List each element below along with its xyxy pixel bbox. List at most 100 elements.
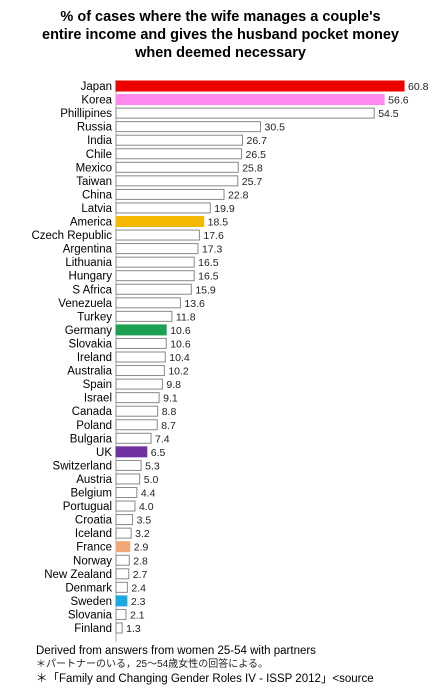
category-label: Poland (76, 420, 112, 432)
bar (115, 270, 195, 282)
bar (115, 608, 127, 620)
value-label: 19.9 (214, 203, 235, 215)
bar (115, 175, 239, 187)
value-label: 10.6 (170, 325, 191, 337)
value-label: 8.7 (161, 420, 176, 432)
category-label: France (76, 542, 112, 554)
title-line: entire income and gives the husband pock… (42, 27, 399, 43)
category-label: Bulgaria (70, 433, 113, 445)
bar (115, 568, 130, 580)
bar (115, 527, 132, 539)
bar (115, 446, 148, 458)
bar (115, 378, 163, 390)
title-line: when deemed necessary (135, 45, 306, 61)
value-label: 10.2 (168, 366, 189, 378)
value-label: 2.3 (131, 596, 146, 608)
category-label: New Zealand (44, 569, 112, 581)
value-label: 18.5 (208, 217, 229, 229)
value-label: 13.6 (184, 298, 205, 310)
value-label: 8.8 (162, 406, 177, 418)
value-label: 4.0 (139, 501, 154, 513)
value-label: 16.5 (198, 271, 219, 283)
category-label: Mexico (76, 162, 112, 174)
value-label: 25.8 (242, 162, 263, 174)
value-label: 1.3 (126, 623, 141, 635)
bar (115, 432, 152, 444)
category-label: Australia (67, 366, 112, 378)
value-label: 3.5 (137, 515, 152, 527)
category-label: Hungary (69, 271, 113, 283)
value-label: 2.8 (133, 555, 148, 567)
bar (115, 121, 261, 133)
category-label: Sweden (70, 596, 112, 608)
bar (115, 554, 130, 566)
bar (115, 500, 136, 512)
bar (115, 324, 167, 336)
value-label: 7.4 (155, 433, 170, 445)
bar (115, 229, 200, 241)
bar (115, 107, 375, 119)
value-label: 6.5 (151, 447, 166, 459)
chart-title: % of cases where the wife manages a coup… (0, 8, 441, 62)
value-label: 2.7 (133, 569, 148, 581)
bar (115, 188, 225, 200)
bar (115, 351, 166, 363)
category-label: Belgium (70, 488, 112, 500)
category-label: Lithuania (65, 257, 112, 269)
category-label: Switzerland (53, 460, 112, 472)
value-label: 60.8 (408, 81, 429, 93)
category-label: Germany (65, 325, 113, 337)
category-label: Slovakia (69, 338, 113, 350)
value-label: 2.9 (134, 542, 149, 554)
value-label: 9.1 (163, 393, 178, 405)
bar (115, 134, 243, 146)
category-label: America (70, 217, 113, 229)
bar (115, 310, 173, 322)
category-label: Latvia (81, 203, 112, 215)
bar (115, 487, 138, 498)
category-label: Denmark (65, 582, 112, 594)
value-label: 17.6 (203, 230, 224, 242)
bar (115, 405, 159, 417)
value-label: 2.1 (130, 609, 145, 621)
value-label: 22.8 (228, 189, 249, 201)
category-label: India (87, 135, 113, 147)
bar (115, 243, 199, 255)
category-label: Israel (84, 393, 112, 405)
value-label: 30.5 (265, 122, 286, 134)
category-label: Finland (74, 623, 112, 635)
category-label: Japan (81, 81, 112, 93)
note-japanese: ＊パートナーのいる，25～54歳女性の回答による。 (36, 659, 268, 670)
bar (115, 337, 167, 349)
chart-notes: Derived from answers from women 25-54 wi… (36, 644, 374, 686)
value-label: 17.3 (202, 244, 223, 256)
category-label: Ireland (77, 352, 112, 364)
value-label: 9.8 (166, 379, 181, 391)
category-label: Russia (77, 122, 113, 134)
value-label: 54.5 (378, 108, 399, 120)
bar (115, 148, 243, 160)
note-english: Derived from answers from women 25-54 wi… (36, 645, 316, 657)
bar (115, 622, 123, 634)
bar (115, 473, 141, 485)
category-label: Turkey (77, 311, 112, 323)
category-label: UK (96, 447, 112, 459)
bar (115, 80, 405, 92)
value-label: 3.2 (135, 528, 150, 540)
bar (115, 94, 385, 106)
bar (115, 419, 158, 431)
category-label: Taiwan (76, 176, 112, 188)
value-label: 26.5 (246, 149, 267, 161)
note-source: ＊「Family and Changing Gender Roles IV - … (36, 673, 374, 685)
bar (115, 581, 128, 593)
category-label: Austria (76, 474, 112, 486)
bar (115, 514, 134, 526)
category-label: Chile (86, 149, 112, 161)
bar (115, 283, 192, 295)
category-label: Czech Republic (31, 230, 112, 242)
category-label: Portugual (63, 501, 112, 513)
value-label: 16.5 (198, 257, 219, 269)
category-label: Venezuela (58, 298, 112, 310)
value-label: 5.0 (144, 474, 159, 486)
